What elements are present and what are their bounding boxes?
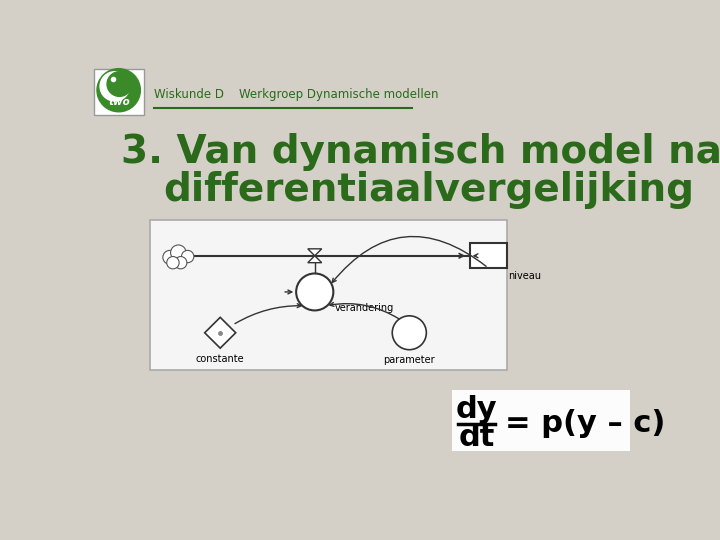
FancyBboxPatch shape [150, 220, 507, 370]
Polygon shape [307, 249, 322, 256]
Circle shape [167, 256, 179, 269]
Text: dt: dt [459, 423, 495, 452]
FancyBboxPatch shape [452, 390, 630, 451]
Circle shape [163, 251, 177, 264]
Text: verandering: verandering [335, 303, 394, 313]
Polygon shape [307, 256, 322, 262]
Text: parameter: parameter [384, 355, 435, 365]
Text: niveau: niveau [508, 271, 541, 281]
FancyBboxPatch shape [469, 244, 507, 268]
Text: = p(y – c): = p(y – c) [505, 409, 665, 438]
Circle shape [181, 251, 194, 262]
Text: differentiaalvergelijking: differentiaalvergelijking [163, 171, 695, 209]
FancyBboxPatch shape [94, 69, 144, 115]
Circle shape [100, 72, 130, 101]
Circle shape [171, 245, 186, 260]
Circle shape [107, 72, 132, 96]
Text: 3. Van dynamisch model naar: 3. Van dynamisch model naar [121, 132, 720, 171]
Text: constante: constante [196, 354, 245, 363]
Text: dy: dy [456, 395, 498, 424]
Polygon shape [204, 318, 235, 348]
Circle shape [296, 273, 333, 310]
Circle shape [392, 316, 426, 350]
Circle shape [174, 256, 187, 269]
Text: two: two [109, 97, 130, 107]
Text: Wiskunde D    Werkgroep Dynamische modellen: Wiskunde D Werkgroep Dynamische modellen [153, 87, 438, 100]
Circle shape [97, 69, 140, 112]
